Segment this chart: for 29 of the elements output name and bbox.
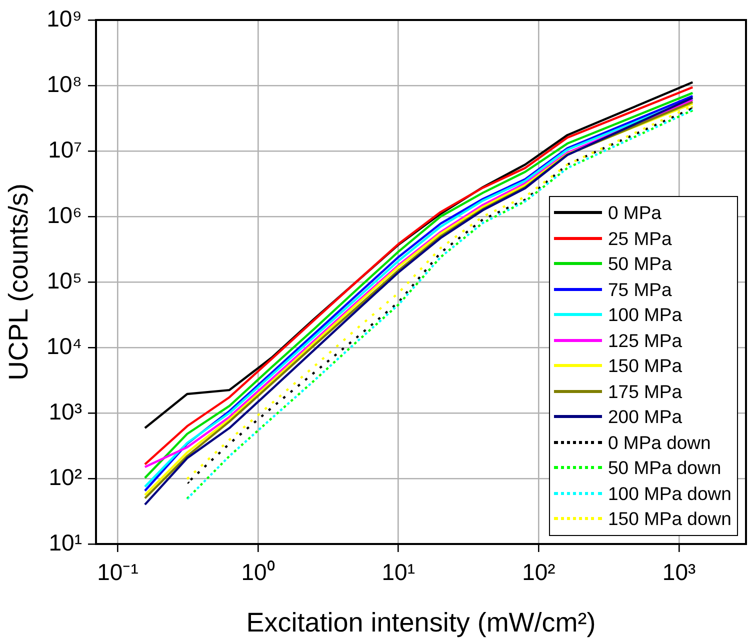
y-tick-label: 10⁷ bbox=[48, 136, 82, 162]
legend-label: 75 MPa bbox=[608, 278, 672, 302]
legend-label: 125 MPa bbox=[608, 328, 682, 352]
legend-label: 150 MPa bbox=[608, 354, 682, 378]
y-tick-label: 10² bbox=[48, 464, 82, 490]
x-axis-title: Excitation intensity (mW/cm²) bbox=[246, 607, 596, 638]
legend-label: 175 MPa bbox=[608, 380, 682, 404]
x-tick-label: 10⁻¹ bbox=[97, 559, 139, 586]
x-tick-label: 10² bbox=[522, 559, 556, 586]
y-tick-label: 10³ bbox=[48, 398, 82, 424]
y-tick-label: 10⁶ bbox=[46, 202, 82, 228]
legend-label: 100 MPa bbox=[608, 303, 682, 327]
x-tick-label: 10³ bbox=[662, 559, 696, 586]
legend-label: 50 MPa down bbox=[608, 456, 722, 480]
x-tick-label: 10¹ bbox=[382, 559, 416, 586]
y-tick-label: 10⁴ bbox=[46, 332, 82, 359]
legend-label: 150 MPa down bbox=[608, 507, 732, 531]
y-tick-label: 10¹ bbox=[48, 529, 82, 556]
legend-label: 0 MPa bbox=[608, 201, 662, 225]
y-tick-label: 10⁸ bbox=[46, 70, 82, 97]
legend-label: 200 MPa bbox=[608, 405, 682, 429]
y-tick-label: 10⁵ bbox=[46, 267, 82, 294]
legend-label: 0 MPa down bbox=[608, 430, 711, 454]
x-tick-label: 10⁰ bbox=[241, 559, 275, 586]
legend-label: 25 MPa bbox=[608, 226, 672, 250]
legend-label: 50 MPa bbox=[608, 252, 672, 276]
legend-label: 100 MPa down bbox=[608, 482, 732, 506]
y-tick-label: 10⁹ bbox=[46, 5, 82, 32]
y-axis-title: UCPL (counts/s) bbox=[4, 183, 34, 381]
